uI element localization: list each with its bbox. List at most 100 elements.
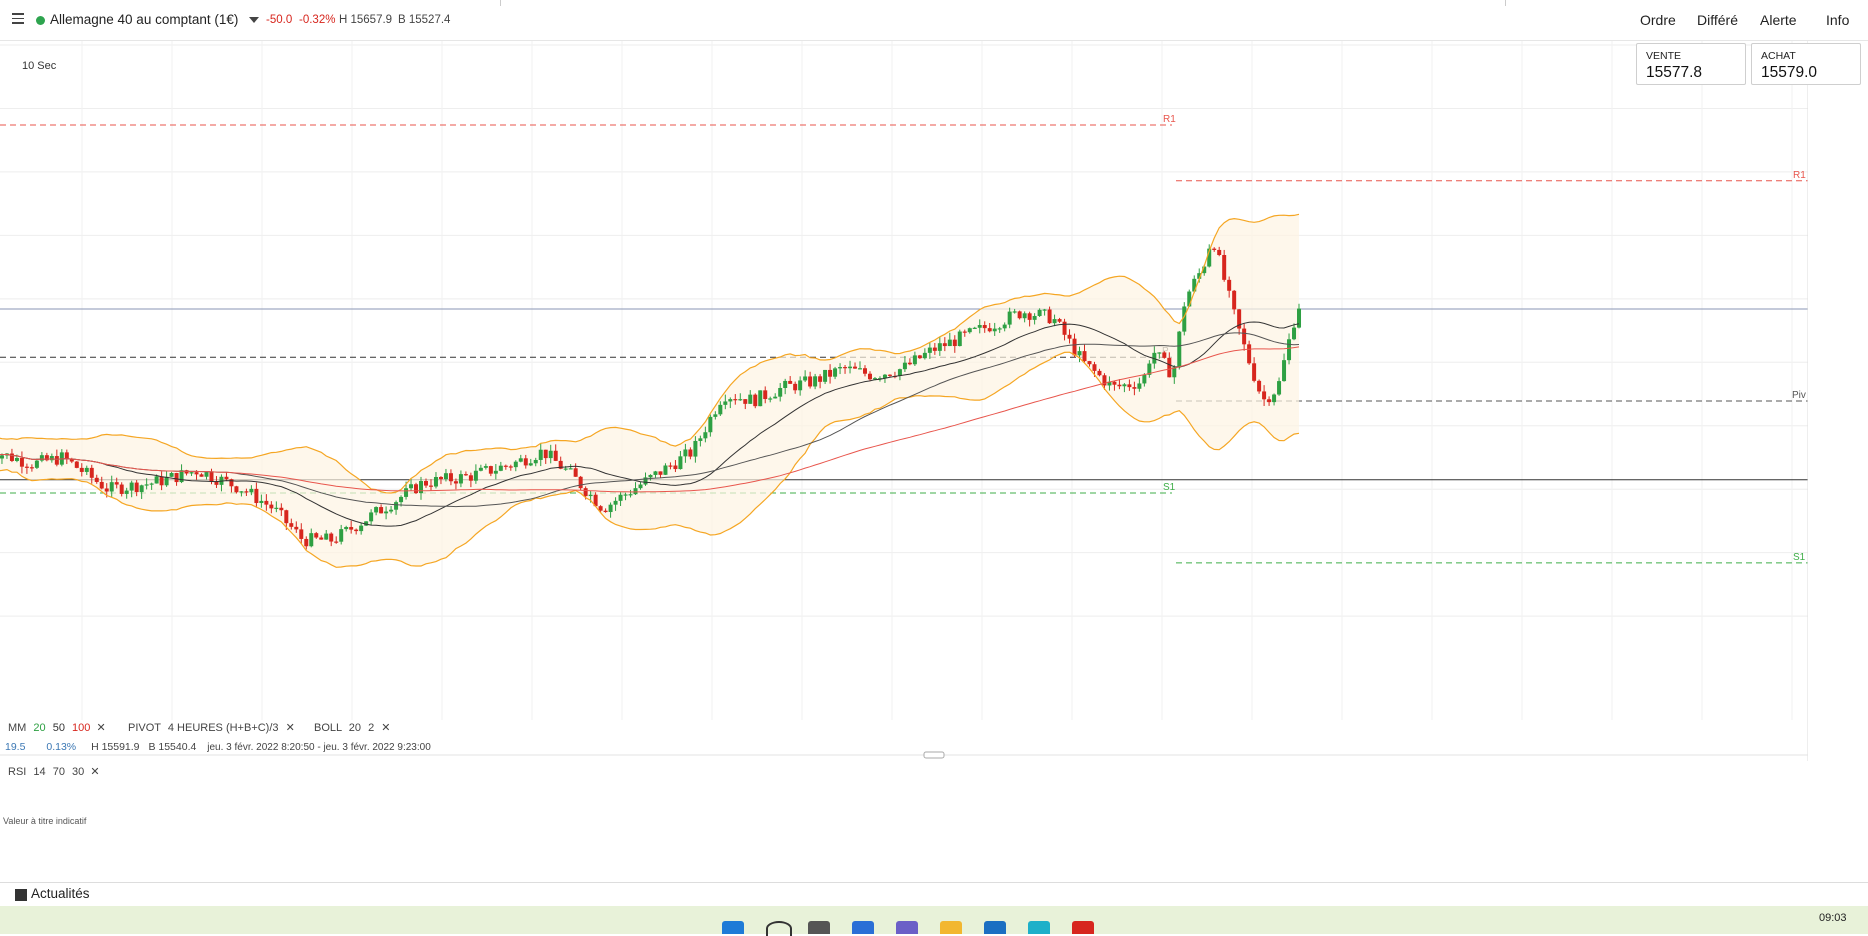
- candle-up: [548, 450, 553, 459]
- close-icon[interactable]: ✕: [381, 722, 391, 734]
- candle-up: [364, 521, 369, 526]
- panel-resize-handle[interactable]: [923, 751, 945, 759]
- candle-down: [99, 481, 104, 489]
- sell-button[interactable]: VENTE 15577.8: [1636, 43, 1746, 85]
- rsi-legend[interactable]: RSI 14 70 30 ✕: [8, 765, 100, 778]
- start-icon[interactable]: [722, 921, 744, 934]
- candle-down: [887, 374, 892, 376]
- candle-down: [234, 486, 239, 493]
- s1-label-prev: S1: [1163, 482, 1176, 493]
- candle-down: [214, 481, 219, 485]
- candle-down: [414, 484, 419, 494]
- menu-order[interactable]: Ordre: [1640, 12, 1676, 28]
- candle-down: [194, 472, 199, 475]
- menu-info[interactable]: Info: [1826, 12, 1850, 28]
- chat-icon[interactable]: [896, 921, 918, 934]
- menu-deferred[interactable]: Différé: [1697, 12, 1738, 28]
- candle-up: [309, 533, 314, 547]
- candle-up: [189, 472, 194, 474]
- candle-up: [369, 512, 374, 522]
- candle-up: [708, 416, 713, 433]
- candle-up: [533, 459, 538, 464]
- candle-up: [14, 457, 19, 461]
- task-view-icon[interactable]: [808, 921, 830, 934]
- news-bar[interactable]: Actualités: [0, 882, 1868, 906]
- candle-up: [154, 476, 159, 484]
- candle-up: [1177, 331, 1182, 368]
- candle-up: [927, 347, 932, 353]
- candle-down: [9, 453, 14, 461]
- price-chart[interactable]: R1R1S1S1PPiv 10 Sec 15620.015610.015600.…: [0, 41, 1808, 761]
- candle-up: [1077, 351, 1082, 356]
- candle-down: [104, 488, 109, 492]
- candle-up: [1287, 339, 1292, 361]
- candle-down: [314, 533, 319, 538]
- stats-high: H 15591.9: [91, 741, 140, 753]
- stats-range: 19.5: [5, 741, 26, 753]
- candle-down: [304, 538, 309, 547]
- candle-up: [643, 477, 648, 485]
- stats-percent: 0.13%: [46, 741, 77, 753]
- candle-down: [79, 467, 84, 472]
- close-icon[interactable]: ✕: [285, 722, 295, 734]
- pivot-label: PIVOT: [128, 722, 161, 734]
- widgets-icon[interactable]: [852, 921, 874, 934]
- bollinger-upper: [0, 213, 1300, 494]
- candle-up: [359, 525, 364, 532]
- candle-up: [1202, 266, 1207, 274]
- candle-down: [19, 457, 24, 467]
- candle-up: [588, 494, 593, 497]
- candle-down: [1027, 313, 1032, 320]
- app-icon[interactable]: [1072, 921, 1094, 934]
- candle-down: [553, 450, 558, 461]
- candle-up: [568, 468, 573, 470]
- menu-alert[interactable]: Alerte: [1760, 12, 1797, 28]
- candle-down: [1257, 380, 1262, 392]
- pivot-legend[interactable]: PIVOT 4 HEURES (H+B+C)/3 ✕: [128, 721, 295, 734]
- candle-up: [922, 352, 927, 359]
- candle-up: [783, 380, 788, 388]
- instrument-name[interactable]: Allemagne 40 au comptant (1€): [50, 12, 239, 27]
- chevron-down-icon[interactable]: [249, 17, 259, 23]
- candle-down: [753, 394, 758, 407]
- candle-up: [1052, 319, 1057, 324]
- candle-down: [808, 376, 813, 387]
- candle-down: [843, 367, 848, 369]
- candle-up: [1192, 278, 1197, 292]
- candle-down: [603, 510, 608, 513]
- candle-up: [404, 488, 409, 497]
- candle-up: [613, 500, 618, 505]
- search-icon[interactable]: [766, 921, 792, 936]
- taskbar: 09:03: [0, 906, 1868, 936]
- close-icon[interactable]: ✕: [90, 766, 100, 778]
- candle-up: [1007, 311, 1012, 325]
- candle-down: [962, 331, 967, 333]
- candle-up: [513, 461, 518, 468]
- close-icon[interactable]: ✕: [96, 722, 106, 734]
- candle-up: [1277, 381, 1282, 395]
- candle-down: [468, 475, 473, 481]
- candle-up: [259, 500, 264, 504]
- boll-legend[interactable]: BOLL 20 2 ✕: [314, 721, 391, 734]
- news-label[interactable]: Actualités: [31, 886, 90, 901]
- candle-up: [1182, 306, 1187, 332]
- candle-down: [329, 533, 334, 542]
- edge-icon[interactable]: [1028, 921, 1050, 934]
- candle-up: [483, 466, 488, 468]
- candle-up: [838, 367, 843, 369]
- candle-up: [409, 484, 414, 489]
- candle-up: [1042, 309, 1047, 311]
- candle-down: [932, 347, 937, 351]
- candle-down: [224, 476, 229, 480]
- buy-button[interactable]: ACHAT 15579.0: [1751, 43, 1861, 85]
- store-icon[interactable]: [984, 921, 1006, 934]
- candle-up: [324, 533, 329, 540]
- menu-icon[interactable]: [12, 13, 24, 25]
- folder-icon[interactable]: [940, 921, 962, 934]
- candle-down: [593, 494, 598, 507]
- candle-up: [967, 328, 972, 333]
- candle-up: [1197, 273, 1202, 279]
- mm-legend[interactable]: MM 20 50 100 ✕: [8, 721, 106, 734]
- candle-down: [1097, 370, 1102, 376]
- candle-down: [114, 482, 119, 485]
